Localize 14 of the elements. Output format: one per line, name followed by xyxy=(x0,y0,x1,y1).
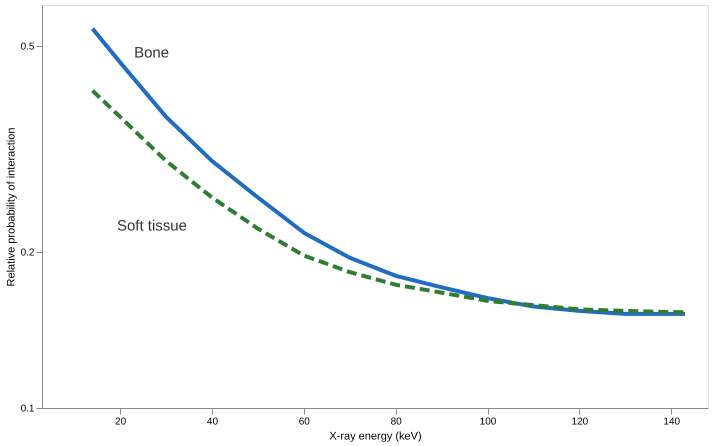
x-tick-label: 20 xyxy=(115,416,127,428)
x-tick-label: 60 xyxy=(298,416,310,428)
x-axis-title: X-ray energy (keV) xyxy=(329,430,422,442)
x-tick-label: 120 xyxy=(572,416,589,428)
y-tick-label: 0.1 xyxy=(20,404,35,414)
y-tick-label: 0.2 xyxy=(20,248,35,259)
series-label: Bone xyxy=(134,44,170,62)
x-tick-label: 40 xyxy=(206,416,218,428)
x-tick-label: 100 xyxy=(480,416,497,428)
x-tick-label: 140 xyxy=(663,416,681,428)
y-axis-title: Relative probability of interaction xyxy=(6,128,18,286)
text: Soft tissue xyxy=(116,217,187,234)
y-tick-label: 0.5 xyxy=(20,42,35,53)
x-tick-label: 80 xyxy=(390,416,402,428)
